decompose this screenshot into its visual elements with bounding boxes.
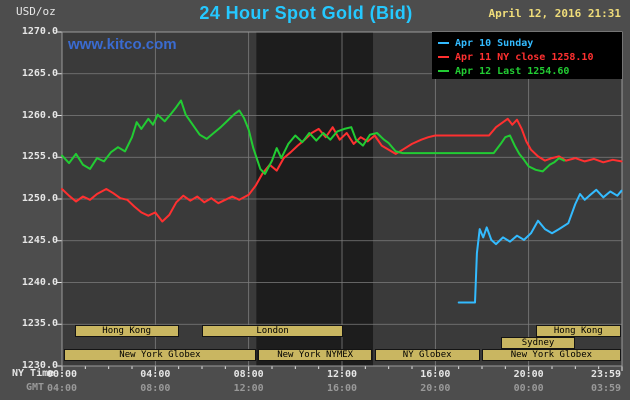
y-tick-label: 1230.0 [21,360,58,371]
y-tick-label: 1270.0 [21,26,58,37]
session-box-hong-kong: Hong Kong [535,325,621,337]
session-box-london: London [202,325,344,337]
ny-time-axis-label: NY Time [12,368,55,379]
x-tick-label-ny: 00:00 [46,369,78,380]
legend-label: Apr 12 Last 1254.60 [455,65,570,77]
chart-legend: Apr 10 Sunday Apr 11 NY close 1258.10 Apr … [432,32,622,79]
legend-item-apr11: Apr 11 NY close 1258.10 [438,50,622,64]
y-tick-label: 1250.0 [21,193,58,204]
gmt-axis-label: GMT [26,382,45,393]
y-tick-label: 1265.0 [21,67,58,79]
session-box-new-york-globex: New York Globex [482,349,621,361]
x-tick-label-gmt: 12:00 [233,383,264,394]
x-tick-label-gmt: 00:00 [513,383,544,394]
kitco-watermark-link[interactable]: www.kitco.com [68,36,177,53]
x-tick-label-gmt: 08:00 [140,383,171,394]
session-box-hong-kong: Hong Kong [74,325,179,337]
session-box-sydney: Sydney [500,337,576,349]
session-box-new-york-globex: New York Globex [64,349,256,361]
x-tick-label-ny: 16:00 [420,369,451,380]
legend-item-apr10: Apr 10 Sunday [438,36,622,50]
y-tick-label: 1255.0 [21,151,58,163]
legend-line-swatch [438,56,449,58]
chart-datetime: April 12, 2016 21:31 [488,7,621,20]
plot-border [61,31,623,367]
x-tick-label-ny: 23:59 [590,369,622,380]
x-tick-label-gmt: 16:00 [326,383,358,394]
series-line-apr11 [61,117,623,223]
x-tick-label-ny: 20:00 [513,369,544,380]
x-tick-label-ny: 04:00 [140,369,171,380]
x-tick-label-gmt: 20:00 [420,383,451,394]
y-tick-label: 1260.0 [21,109,58,121]
legend-line-swatch [438,42,449,44]
series-line-apr12 [61,99,566,175]
legend-label: Apr 11 NY close 1258.10 [455,51,594,63]
y-axis-unit-label: USD/oz [16,5,56,18]
legend-line-swatch [438,70,449,72]
x-tick-label-ny: 12:00 [326,369,358,380]
legend-item-apr12: Apr 12 Last 1254.60 [438,64,622,78]
legend-label: Apr 10 Sunday [455,37,534,49]
session-box-ny-globex: NY Globex [374,349,480,361]
series-line-apr10 [457,188,623,304]
y-tick-label: 1240.0 [21,276,58,288]
y-tick-label: 1235.0 [21,318,58,330]
session-box-new-york-nymex: New York NYMEX [258,349,373,361]
x-tick-label-ny: 08:00 [233,369,264,380]
y-tick-label: 1245.0 [21,234,58,246]
page-title: 24 Hour Spot Gold (Bid) [199,3,413,23]
x-tick-label-gmt: 04:00 [46,383,78,394]
x-tick-label-gmt: 03:59 [590,383,622,394]
